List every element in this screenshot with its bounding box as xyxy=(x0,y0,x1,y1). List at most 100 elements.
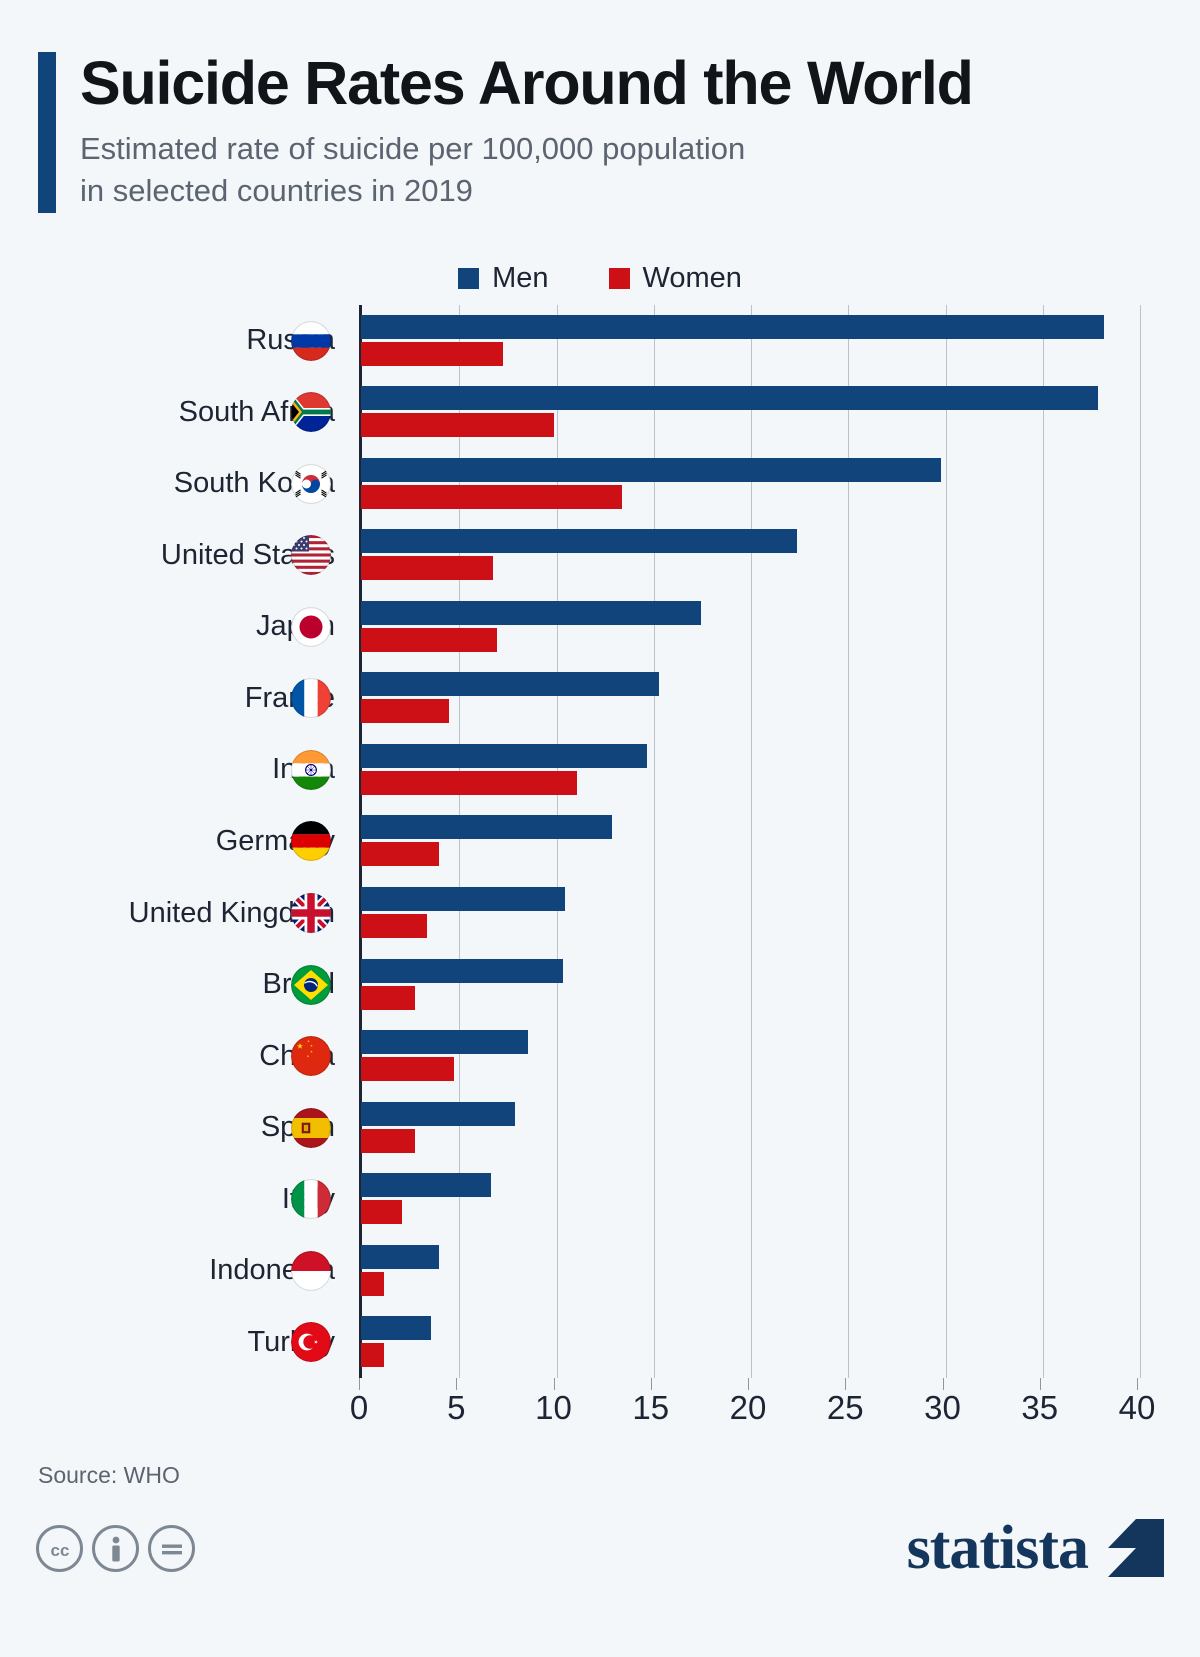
flag-icon-south-africa xyxy=(291,392,331,433)
chart-legend: Men Women xyxy=(0,262,1200,295)
statista-mark-icon xyxy=(1102,1519,1164,1577)
no-derivatives-icon[interactable] xyxy=(148,1525,195,1572)
chart-rows: Russia South Africa South Korea United Stat… xyxy=(0,305,1200,1378)
bar-chart: Russia South Africa South Korea United Stat… xyxy=(0,305,1200,1380)
flag-icon-italy xyxy=(291,1179,331,1220)
flag-icon-united-states xyxy=(291,535,331,576)
statista-logo[interactable]: statista xyxy=(907,1517,1164,1579)
x-tick-label-30: 30 xyxy=(924,1389,961,1426)
bar-women-indonesia[interactable] xyxy=(361,1271,385,1296)
flag-icon-south-korea xyxy=(291,463,331,504)
x-tick-label-15: 15 xyxy=(632,1389,670,1426)
bar-women-united-kingdom[interactable] xyxy=(361,914,428,939)
accent-bar xyxy=(38,52,56,213)
chart-row: Brazil xyxy=(0,949,1200,1021)
x-tick-label-5: 5 xyxy=(447,1389,466,1426)
legend-label-men: Men xyxy=(492,262,549,294)
attribution-icon[interactable] xyxy=(92,1525,139,1572)
x-tick-label-10: 10 xyxy=(535,1389,572,1426)
chart-row: Indonesia xyxy=(0,1235,1200,1307)
bar-men-china[interactable] xyxy=(361,1030,529,1055)
bar-women-india[interactable] xyxy=(361,770,577,795)
flag-icon-china xyxy=(291,1036,331,1077)
bar-men-south-africa[interactable] xyxy=(361,386,1099,411)
bar-women-south-africa[interactable] xyxy=(361,413,554,438)
flag-icon-turkey xyxy=(291,1322,331,1363)
x-tick-label-40: 40 xyxy=(1118,1389,1156,1426)
bar-men-indonesia[interactable] xyxy=(361,1244,439,1269)
x-tick-0 xyxy=(359,1378,360,1390)
chart-row: United States xyxy=(0,520,1200,592)
x-tick-5 xyxy=(456,1378,458,1390)
bar-women-france[interactable] xyxy=(361,699,449,724)
gridline-15 xyxy=(653,305,655,1378)
bar-men-india[interactable] xyxy=(361,743,647,768)
gridline-20 xyxy=(751,305,752,1378)
chart-row: France xyxy=(0,663,1200,735)
bar-men-italy[interactable] xyxy=(361,1173,492,1198)
x-tick-label-35: 35 xyxy=(1021,1389,1059,1426)
bar-women-russia[interactable] xyxy=(361,341,503,366)
flag-icon-france xyxy=(291,678,331,719)
source-note: Source: WHO xyxy=(38,1462,180,1488)
x-tick-label-25: 25 xyxy=(826,1389,864,1426)
legend-swatch-women xyxy=(608,268,630,289)
chart-row: United Kingdom xyxy=(0,877,1200,949)
chart-row: Turkey xyxy=(0,1306,1200,1378)
bar-men-france[interactable] xyxy=(361,672,659,697)
subtitle-line-2: in selected countries in 2019 xyxy=(80,173,473,209)
flag-icon-germany xyxy=(291,821,331,862)
subtitle-line-1: Estimated rate of suicide per 100,000 po… xyxy=(80,131,746,167)
bar-women-brazil[interactable] xyxy=(361,985,416,1010)
gridline-35 xyxy=(1042,305,1044,1378)
bar-men-united-kingdom[interactable] xyxy=(361,887,566,912)
chart-row: Germany xyxy=(0,806,1200,878)
bar-women-china[interactable] xyxy=(361,1057,455,1082)
bar-women-turkey[interactable] xyxy=(361,1343,385,1368)
x-tick-35 xyxy=(1039,1378,1041,1390)
cc-icon[interactable]: cc xyxy=(36,1525,83,1572)
chart-row: Italy xyxy=(0,1163,1200,1235)
chart-row: Spain xyxy=(0,1092,1200,1164)
chart-row: Russia xyxy=(0,305,1200,377)
x-tick-10 xyxy=(553,1378,555,1390)
bar-men-russia[interactable] xyxy=(361,314,1104,339)
chart-row: South Korea xyxy=(0,448,1200,520)
x-tick-20 xyxy=(748,1378,749,1390)
legend-item-men[interactable]: Men xyxy=(458,262,549,295)
flag-icon-united-kingdom xyxy=(291,893,331,933)
legend-item-women[interactable]: Women xyxy=(608,262,742,295)
bar-women-south-korea[interactable] xyxy=(361,484,622,509)
bar-women-italy[interactable] xyxy=(361,1200,402,1225)
gridline-40 xyxy=(1140,305,1141,1378)
page-title: Suicide Rates Around the World xyxy=(80,49,974,117)
chart-row: South Africa xyxy=(0,377,1200,449)
bar-men-germany[interactable] xyxy=(361,815,612,840)
svg-text:cc: cc xyxy=(50,1541,69,1560)
bar-men-turkey[interactable] xyxy=(361,1316,432,1341)
chart-row: Japan xyxy=(0,591,1200,663)
bar-men-spain[interactable] xyxy=(361,1101,515,1126)
bar-women-germany[interactable] xyxy=(361,842,439,867)
bar-men-south-korea[interactable] xyxy=(361,457,941,482)
flag-icon-spain xyxy=(291,1107,331,1148)
gridline-5 xyxy=(459,305,461,1378)
header: Suicide Rates Around the World Estimated… xyxy=(38,52,1148,213)
gridline-10 xyxy=(556,305,558,1378)
gridline-30 xyxy=(945,305,947,1378)
bar-women-spain[interactable] xyxy=(361,1128,416,1153)
footer: cc statista xyxy=(0,1517,1200,1615)
chart-row: India xyxy=(0,734,1200,806)
page-subtitle: Estimated rate of suicide per 100,000 po… xyxy=(80,128,1148,212)
x-tick-25 xyxy=(845,1378,847,1390)
flag-icon-japan xyxy=(291,606,331,647)
bar-women-japan[interactable] xyxy=(361,627,498,652)
bar-men-brazil[interactable] xyxy=(361,958,564,983)
x-tick-label-20: 20 xyxy=(729,1389,767,1426)
plot-area xyxy=(359,305,1141,1378)
bar-women-united-states[interactable] xyxy=(361,556,494,581)
bar-men-japan[interactable] xyxy=(361,600,702,625)
x-axis: 0 5 10 15 20 25 30 35 40 xyxy=(0,1378,1200,1438)
bar-men-united-states[interactable] xyxy=(361,529,797,554)
